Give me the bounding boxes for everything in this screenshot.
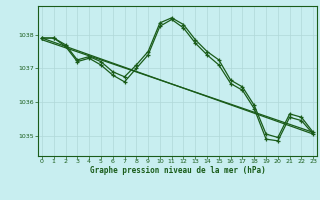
X-axis label: Graphe pression niveau de la mer (hPa): Graphe pression niveau de la mer (hPa)	[90, 166, 266, 175]
